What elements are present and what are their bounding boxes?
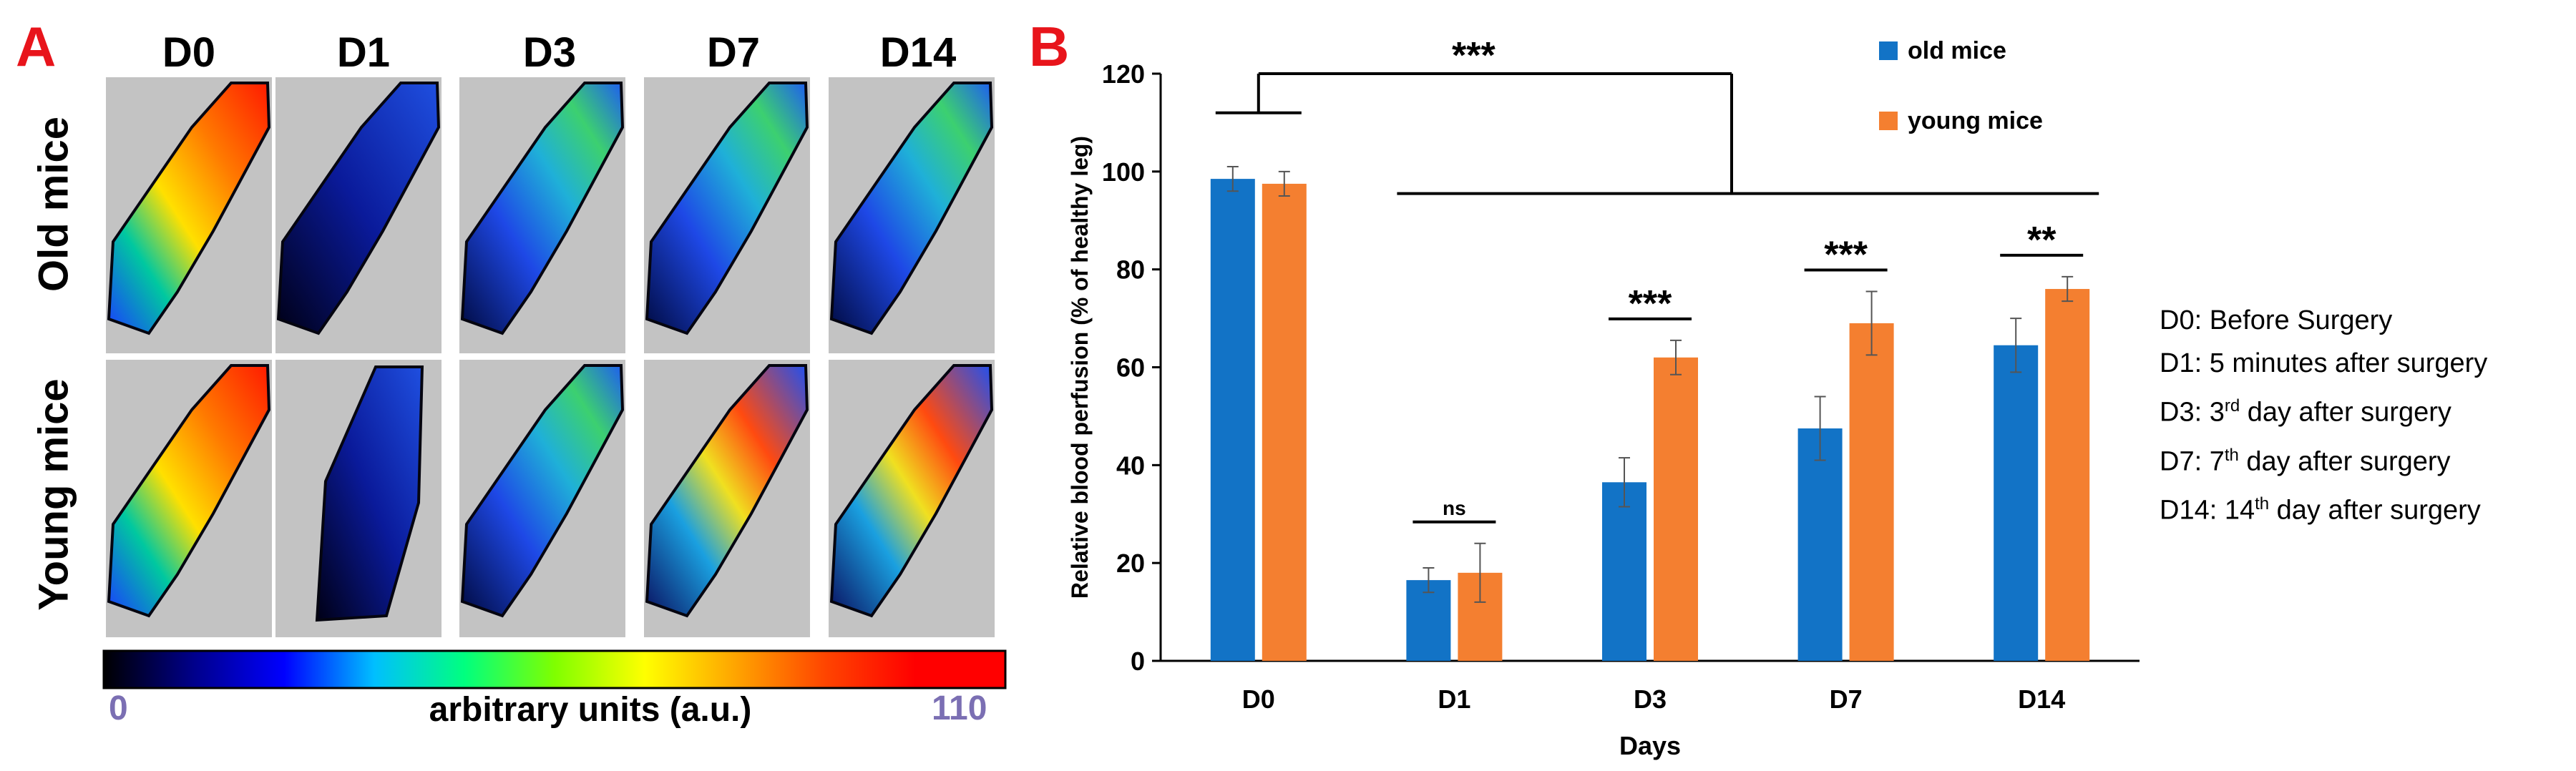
perfusion-image-old-mice-d1 xyxy=(275,77,441,355)
note-d1: D1: 5 minutes after surgery xyxy=(2160,348,2488,378)
perfusion-image-old-mice-d3 xyxy=(459,77,625,355)
y-tick-label: 0 xyxy=(1131,647,1145,676)
significance-label-d7: *** xyxy=(1824,234,1868,275)
panel-b-letter: B xyxy=(1029,15,1070,78)
bar-old-mice-d3 xyxy=(1602,482,1646,661)
panel-a-letter: A xyxy=(16,15,57,78)
x-tick-label: D14 xyxy=(2018,684,2065,714)
x-tick-label: D1 xyxy=(1438,684,1470,714)
colorbar-max-label: 110 xyxy=(932,689,987,727)
colorbar-min-label: 0 xyxy=(109,689,128,727)
perfusion-image-young-mice-d7 xyxy=(644,360,810,637)
bar-old-mice-d0 xyxy=(1210,179,1255,662)
perfusion-image-old-mice-d14 xyxy=(829,77,995,355)
bar-young-mice-d14 xyxy=(2045,289,2090,661)
significance-label-d14: ** xyxy=(2027,220,2057,261)
column-header-d0: D0 xyxy=(162,29,216,76)
note-d0: D0: Before Surgery xyxy=(2160,305,2393,335)
bar-young-mice-d7 xyxy=(1849,323,1894,661)
bar-old-mice-d1 xyxy=(1406,580,1451,661)
y-axis-label: Relative blood perfusion (% of healthy l… xyxy=(1067,136,1093,599)
y-tick-label: 80 xyxy=(1116,255,1145,285)
x-tick-label: D0 xyxy=(1242,684,1275,714)
legend-swatch-old-mice xyxy=(1879,41,1898,60)
x-tick-label: D7 xyxy=(1830,684,1863,714)
y-tick-label: 40 xyxy=(1116,451,1145,480)
y-tick-label: 100 xyxy=(1102,157,1145,187)
bar-young-mice-d0 xyxy=(1262,183,1307,661)
note-d14: D14: 14th day after surgery xyxy=(2160,494,2481,526)
legend-label-old-mice: old mice xyxy=(1908,37,2006,64)
overall-significance-label: *** xyxy=(1452,35,1496,77)
perfusion-image-young-mice-d3 xyxy=(459,360,625,637)
perfusion-image-young-mice-d14 xyxy=(829,360,995,637)
perfusion-image-young-mice-d0 xyxy=(106,360,272,637)
legend-swatch-young-mice xyxy=(1879,112,1898,130)
legend-label-young-mice: young mice xyxy=(1908,107,2043,134)
note-d7: D7: 7th day after surgery xyxy=(2160,445,2451,477)
bar-young-mice-d3 xyxy=(1654,357,1698,661)
x-tick-label: D3 xyxy=(1634,684,1667,714)
y-tick-label: 60 xyxy=(1116,353,1145,383)
significance-label-d3: *** xyxy=(1629,283,1672,325)
colorbar xyxy=(102,649,1007,689)
x-axis-label: Days xyxy=(1619,731,1681,760)
column-header-d7: D7 xyxy=(706,29,761,76)
perfusion-image-old-mice-d7 xyxy=(644,77,810,355)
day-definitions: D0: Before Surgery D1: 5 minutes after s… xyxy=(2160,299,2487,532)
note-d3: D3: 3rd day after surgery xyxy=(2160,396,2451,428)
bar-old-mice-d7 xyxy=(1797,428,1843,661)
y-tick-label: 20 xyxy=(1116,549,1145,578)
perfusion-image-young-mice-d1 xyxy=(275,360,441,637)
y-tick-label: 120 xyxy=(1102,59,1145,89)
colorbar-title: arbitrary units (a.u.) xyxy=(429,691,752,729)
perfusion-image-old-mice-d0 xyxy=(106,77,272,355)
column-header-d1: D1 xyxy=(336,29,391,76)
column-header-d14: D14 xyxy=(879,29,957,76)
bar-old-mice-d14 xyxy=(1994,345,2039,661)
significance-label-d1: ns xyxy=(1443,497,1466,519)
column-header-d3: D3 xyxy=(522,29,577,76)
perfusion-image-grid xyxy=(100,77,1007,689)
